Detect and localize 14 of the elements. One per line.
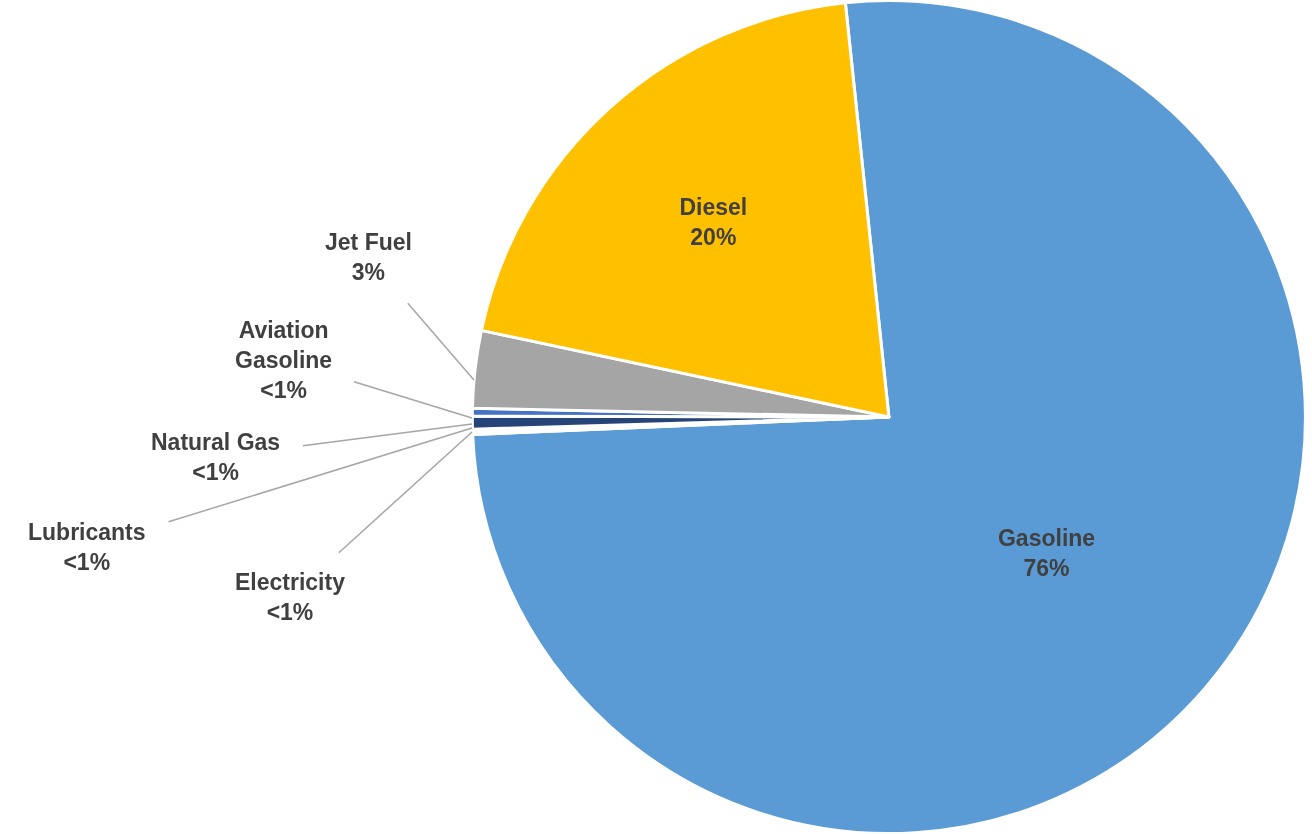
slice-label: Diesel bbox=[679, 194, 748, 221]
data-label: <1% bbox=[266, 598, 314, 625]
slice-label: Gasoline bbox=[997, 525, 1096, 552]
data-label: <1% bbox=[192, 458, 239, 485]
data-label: 20% bbox=[690, 223, 737, 250]
data-label: <1% bbox=[260, 376, 307, 403]
slice-label: Jet Fuel bbox=[325, 229, 412, 255]
slice-label: Aviation Gasoline bbox=[235, 317, 333, 373]
data-label: <1% bbox=[63, 548, 111, 575]
slice-label: Lubricants bbox=[28, 519, 146, 545]
slice-label: Electricity bbox=[235, 569, 346, 595]
slice-label: Natural Gas bbox=[151, 429, 281, 455]
data-label: 3% bbox=[351, 258, 386, 285]
data-label: 76% bbox=[1023, 555, 1070, 582]
